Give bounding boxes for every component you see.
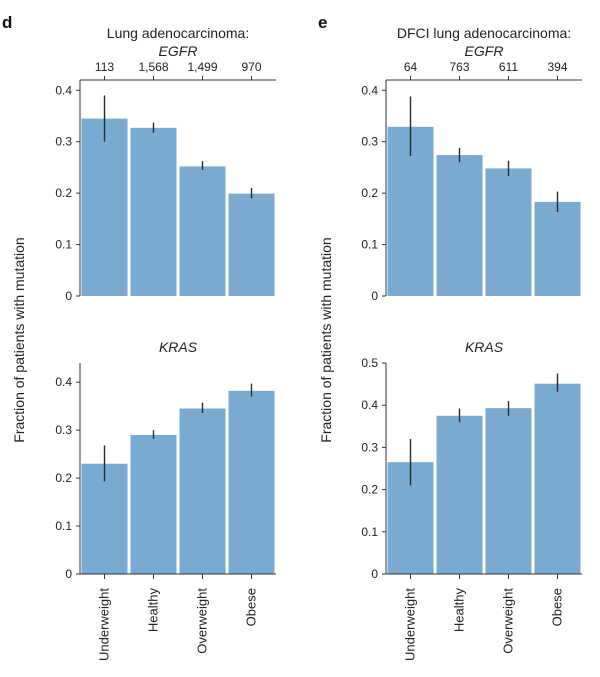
y-tick-label: 0.4 — [361, 398, 378, 412]
subtitle-e-bottom: KRAS — [465, 339, 504, 355]
chart-panel-d-egfr: 0 0.1 0.2 0.3 0.4 113 1,568 1,499 970 — [55, 60, 276, 303]
title-d-top: Lung adenocarcinoma: — [107, 25, 249, 41]
count-label: 394 — [547, 60, 567, 74]
y-tick-label: 0.3 — [55, 423, 72, 437]
bar-obese — [228, 193, 275, 296]
category-label-healthy: Healthy — [146, 588, 161, 633]
category-label-obese: Obese — [550, 588, 565, 626]
count-label: 113 — [95, 60, 114, 74]
y-tick-label: 0 — [371, 567, 378, 581]
chart-panel-e-egfr: 0 0.1 0.2 0.3 0.4 64 763 611 394 — [361, 60, 582, 303]
bar-underweight — [81, 118, 128, 296]
ylabel-left: Fraction of patients with mutation — [11, 237, 27, 442]
bar-healthy — [436, 415, 483, 574]
title-e-top: DFCI lung adenocarcinoma: — [397, 25, 571, 41]
y-tick-label: 0.2 — [55, 186, 72, 200]
bar-obese — [228, 390, 275, 574]
bar-obese — [534, 201, 581, 296]
y-tick-label: 0.1 — [55, 519, 72, 533]
y-tick-label: 0.4 — [55, 375, 72, 389]
chart-panel-e-kras: 0 0.1 0.2 0.3 0.4 0.5 Underweight Healthy Overwe… — [361, 356, 582, 661]
ylabel-right: Fraction of patients with mutation — [318, 237, 334, 442]
bar-obese — [534, 383, 581, 574]
category-label-underweight: Underweight — [97, 588, 112, 661]
y-tick-label: 0.5 — [361, 356, 378, 370]
panel-letter-e: e — [318, 13, 327, 32]
y-tick-label: 0.2 — [55, 471, 72, 485]
y-tick-label: 0 — [65, 289, 72, 303]
y-tick-label: 0.1 — [55, 238, 72, 252]
bar-healthy — [436, 155, 483, 296]
subtitle-d-bottom: KRAS — [159, 339, 198, 355]
y-tick-label: 0.2 — [361, 186, 378, 200]
bar-underweight — [81, 463, 128, 574]
y-tick-label: 0.3 — [361, 440, 378, 454]
category-label-overweight: Overweight — [501, 588, 516, 654]
y-tick-label: 0.1 — [361, 525, 378, 539]
y-tick-label: 0.3 — [361, 135, 378, 149]
bar-overweight — [485, 408, 532, 574]
y-tick-label: 0 — [65, 567, 72, 581]
category-label-healthy: Healthy — [452, 588, 467, 633]
panel-letter-d: d — [2, 13, 12, 32]
count-label: 1,568 — [138, 60, 168, 74]
bar-healthy — [130, 127, 177, 296]
category-label-overweight: Overweight — [195, 588, 210, 654]
bar-healthy — [130, 434, 177, 574]
count-label: 970 — [241, 60, 261, 74]
bar-overweight — [179, 408, 226, 574]
y-tick-label: 0.4 — [55, 83, 72, 97]
bar-overweight — [179, 166, 226, 296]
bar-overweight — [485, 168, 532, 296]
y-tick-label: 0.4 — [361, 83, 378, 97]
category-label-obese: Obese — [244, 588, 259, 626]
count-label: 611 — [499, 60, 518, 74]
category-label-underweight: Underweight — [403, 588, 418, 661]
y-tick-label: 0.2 — [361, 483, 378, 497]
y-tick-label: 0.1 — [361, 238, 378, 252]
chart-panel-d-kras: 0 0.1 0.2 0.3 0.4 Underweight Healthy Overweigh… — [55, 363, 276, 661]
y-tick-label: 0.3 — [55, 135, 72, 149]
count-label: 64 — [404, 60, 418, 74]
count-label: 763 — [449, 60, 469, 74]
subtitle-d-top: EGFR — [159, 43, 198, 59]
subtitle-e-top: EGFR — [465, 43, 504, 59]
count-label: 1,499 — [187, 60, 217, 74]
y-tick-label: 0 — [371, 289, 378, 303]
